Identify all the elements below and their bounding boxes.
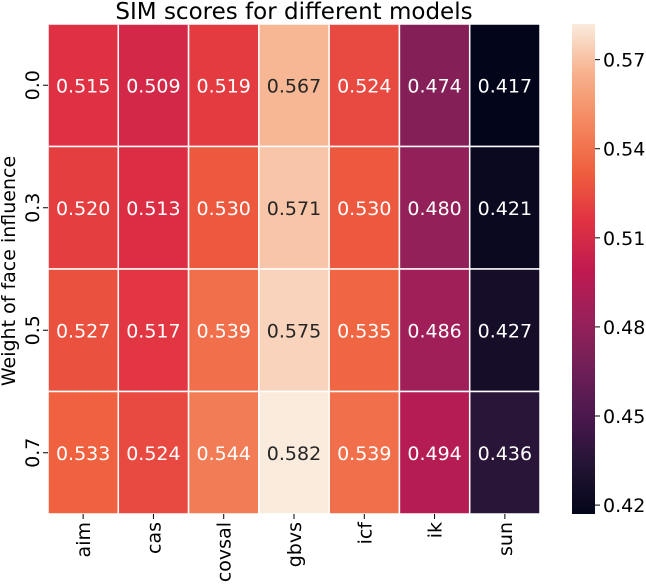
- cell-value-label: 0.436: [478, 443, 532, 465]
- x-tick-label: gbvs: [284, 522, 306, 567]
- y-tick-label: 0.5: [22, 315, 44, 345]
- heatmap-cell: [187, 23, 260, 148]
- cell-value-label: 0.544: [197, 443, 251, 465]
- cell-value-label: 0.520: [56, 198, 110, 220]
- colorbar-tick-label: 0.42: [603, 495, 645, 517]
- cell-value-label: 0.517: [126, 320, 180, 342]
- cell-value-label: 0.519: [197, 75, 251, 97]
- cell-value-label: 0.417: [478, 75, 532, 97]
- heatmap-cell: [117, 390, 190, 515]
- heatmap-cell: [117, 268, 190, 393]
- heatmap-cells: [47, 23, 541, 515]
- cell-value-label: 0.486: [407, 320, 461, 342]
- colorbar-tick-label: 0.54: [603, 139, 645, 161]
- y-tick-label: 0.0: [22, 70, 44, 100]
- cell-value-label: 0.539: [337, 443, 391, 465]
- heatmap-cell: [47, 23, 120, 148]
- cell-value-label: 0.474: [407, 75, 461, 97]
- cell-value-label: 0.575: [267, 320, 321, 342]
- cell-value-label: 0.582: [267, 443, 321, 465]
- heatmap-cell: [398, 23, 471, 148]
- cell-value-label: 0.571: [267, 198, 321, 220]
- heatmap-cell-labels: 0.515 0.509 0.519 0.567 0.524 0.474 0.417 0.520…: [56, 75, 532, 465]
- cell-value-label: 0.427: [478, 320, 532, 342]
- colorbar-gradient: [572, 24, 595, 514]
- x-tick-label: aim: [73, 522, 95, 557]
- cell-value-label: 0.421: [478, 198, 532, 220]
- colorbar-ticks: 0.42 0.45 0.48 0.51 0.54 0.57: [595, 50, 645, 517]
- heatmap-cell: [187, 268, 260, 393]
- colorbar-tick-label: 0.45: [603, 406, 645, 428]
- cell-value-label: 0.494: [407, 443, 461, 465]
- cell-value-label: 0.509: [126, 75, 180, 97]
- x-tick-label: covsal: [214, 522, 236, 582]
- colorbar-tick-label: 0.51: [603, 228, 645, 250]
- cell-value-label: 0.524: [337, 75, 391, 97]
- heatmap-cell: [328, 145, 401, 270]
- x-tick-label: ik: [425, 522, 447, 538]
- heatmap-cell: [468, 390, 541, 515]
- heatmap-cell: [398, 268, 471, 393]
- x-tick-label: icf: [354, 521, 376, 545]
- y-tick-label: 0.7: [22, 438, 44, 468]
- x-tick-label: cas: [143, 522, 165, 554]
- cell-value-label: 0.530: [197, 198, 251, 220]
- cell-value-label: 0.567: [267, 75, 321, 97]
- y-axis-label: Weight of face influence: [0, 156, 20, 386]
- cell-value-label: 0.480: [407, 198, 461, 220]
- heatmap-cell: [47, 390, 120, 515]
- colorbar-tick-label: 0.57: [603, 50, 645, 72]
- colorbar: 0.42 0.45 0.48 0.51 0.54 0.57: [572, 24, 645, 517]
- cell-value-label: 0.530: [337, 198, 391, 220]
- cell-value-label: 0.527: [56, 320, 110, 342]
- x-tick-label: sun: [495, 522, 517, 556]
- heatmap-cell: [398, 390, 471, 515]
- y-axis-ticks: 0.0 0.3 0.5 0.7: [22, 70, 48, 468]
- heatmap-cell: [117, 23, 190, 148]
- y-tick-label: 0.3: [22, 193, 44, 223]
- heatmap-cell: [258, 268, 330, 393]
- heatmap-cell: [258, 390, 330, 515]
- cell-value-label: 0.533: [56, 443, 110, 465]
- heatmap-cell: [468, 145, 541, 270]
- cell-value-label: 0.539: [197, 320, 251, 342]
- x-axis-ticks: aim cas covsal gbvs icf ik sun: [73, 514, 517, 582]
- cell-value-label: 0.515: [56, 75, 110, 97]
- cell-value-label: 0.535: [337, 320, 391, 342]
- colorbar-tick-label: 0.48: [603, 317, 645, 339]
- heatmap-cell: [187, 145, 260, 270]
- cell-value-label: 0.524: [126, 443, 180, 465]
- cell-value-label: 0.513: [126, 198, 180, 220]
- chart-title: SIM scores for different models: [115, 0, 472, 25]
- heatmap-cell: [328, 268, 401, 393]
- heatmap-cell: [468, 268, 541, 393]
